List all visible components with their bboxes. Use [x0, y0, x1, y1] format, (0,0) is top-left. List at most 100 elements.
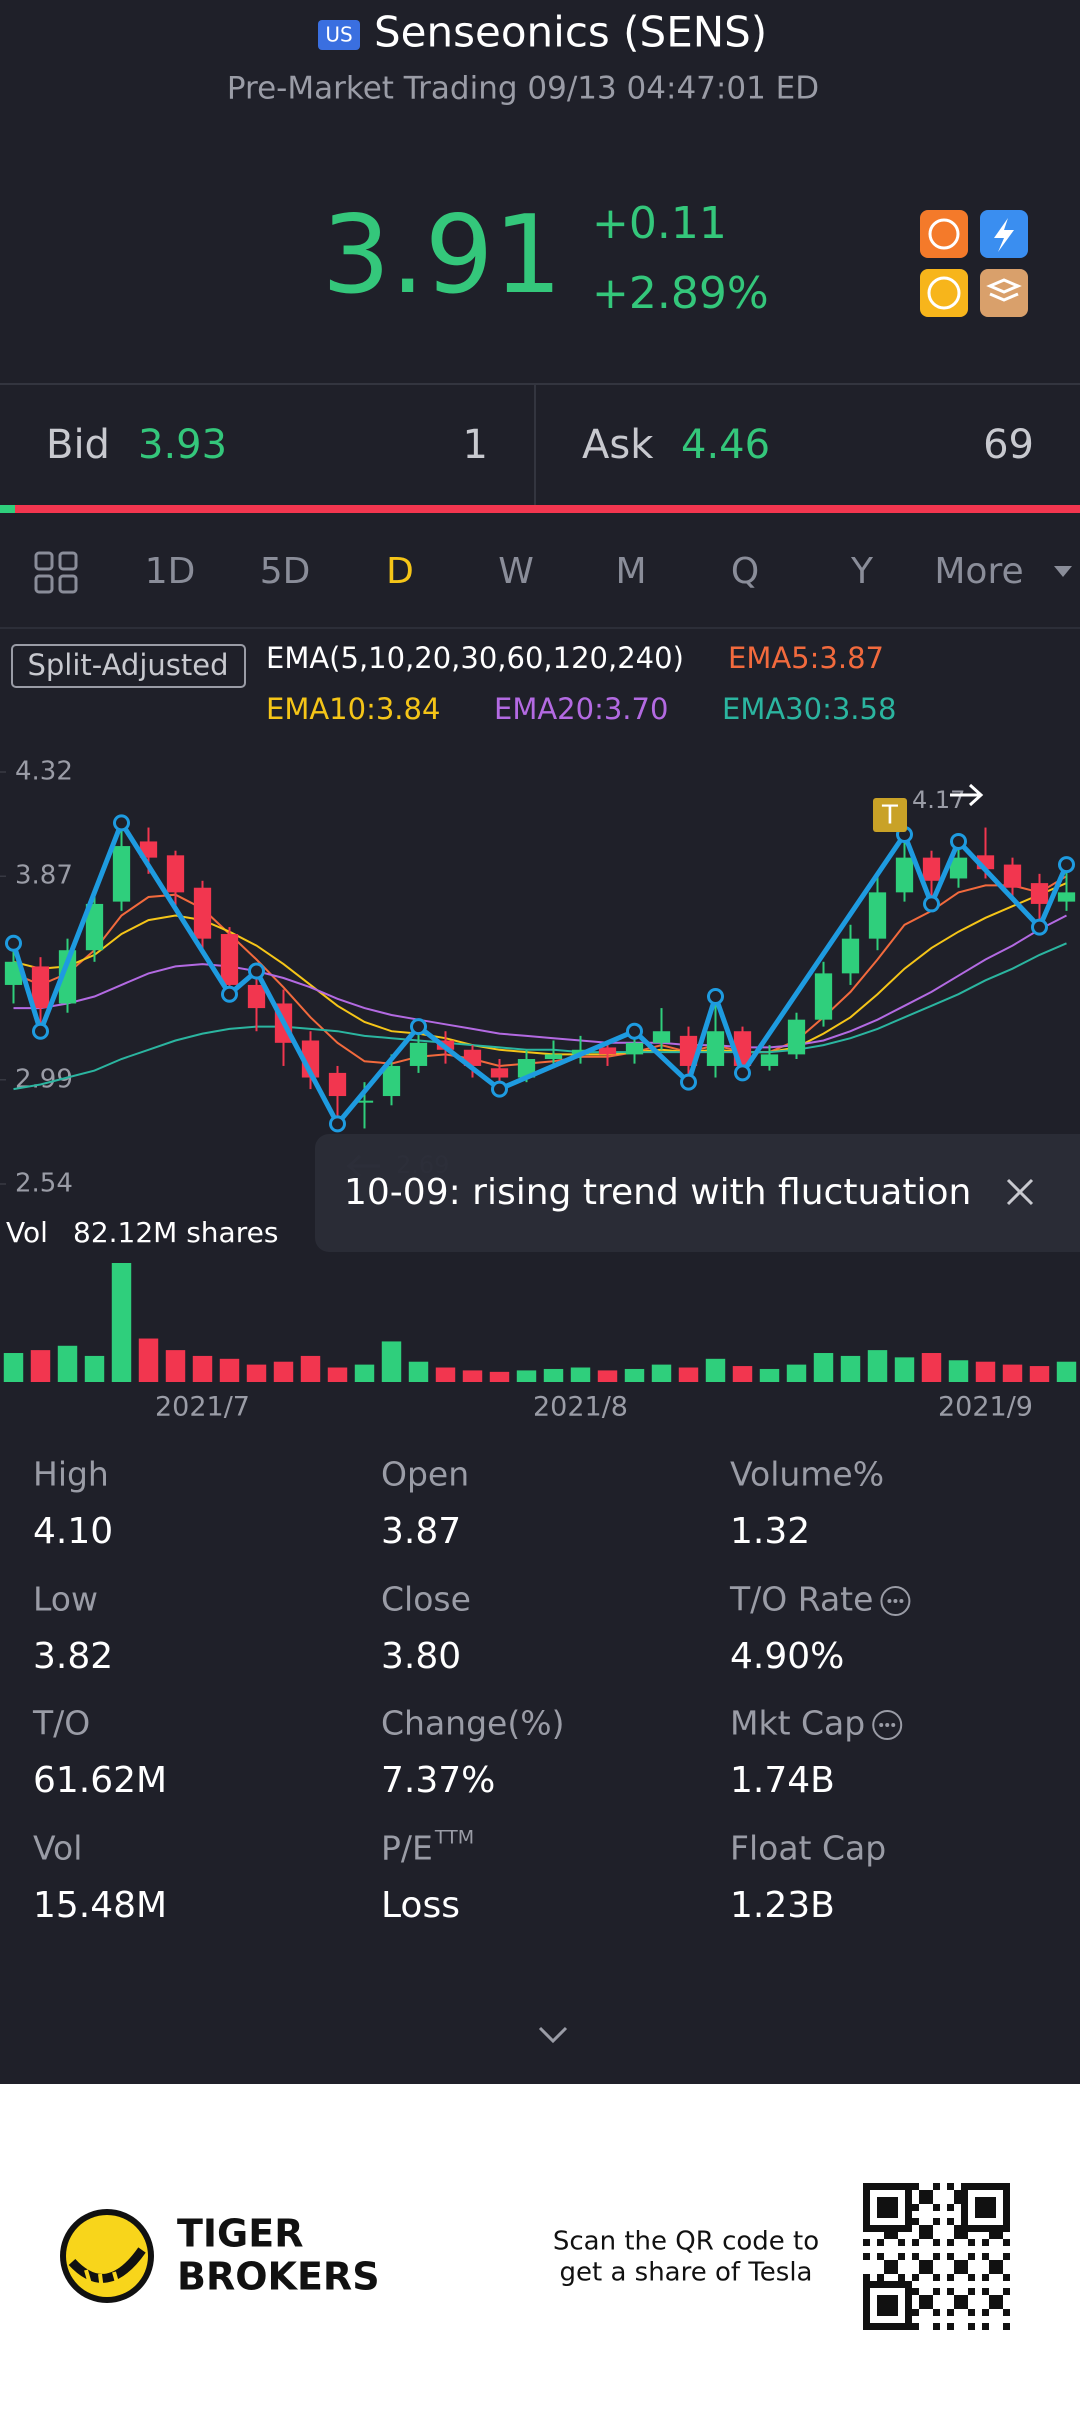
tooltip-close[interactable]	[1006, 1178, 1034, 1206]
qr-module	[891, 2197, 898, 2204]
qr-module	[884, 2302, 891, 2309]
split-badge-box[interactable]	[11, 644, 246, 688]
qr-module	[912, 2288, 919, 2295]
candle-body	[706, 1031, 725, 1066]
trend-point	[491, 1080, 508, 1098]
volume-bar	[597, 1370, 618, 1382]
qr-module	[968, 2239, 975, 2246]
candle-body	[220, 934, 239, 985]
info-icon[interactable]	[880, 1586, 911, 1616]
volume-bar	[975, 1361, 996, 1382]
qr-module	[1003, 2183, 1010, 2190]
candle-body	[139, 841, 158, 858]
period-tab[interactable]: W	[498, 551, 534, 592]
qr-module	[912, 2183, 919, 2190]
qr-module	[863, 2295, 870, 2302]
bid-ask-ratio-bar	[0, 505, 15, 513]
qr-module	[926, 2225, 933, 2232]
qr-module	[961, 2225, 968, 2232]
candle-body	[1003, 864, 1022, 888]
qr-module	[884, 2281, 891, 2288]
volume-bar	[678, 1367, 699, 1382]
legend-entry: EMA5:3.87	[728, 641, 884, 675]
qr-module	[863, 2288, 870, 2295]
icon[interactable]	[920, 269, 968, 317]
split-badge[interactable]: Split-Adjusted	[27, 648, 228, 682]
qr-module	[863, 2302, 870, 2309]
layout-icon-cell	[58, 574, 78, 594]
period-tab[interactable]: M	[615, 551, 646, 592]
candle-body	[31, 966, 50, 1009]
qr-module	[933, 2323, 940, 2330]
qr-module	[919, 2190, 926, 2197]
expand-chevron[interactable]	[538, 2026, 568, 2044]
info-icon-dot	[893, 1599, 898, 1603]
candle-body	[787, 1019, 806, 1055]
qr-module	[905, 2218, 912, 2225]
qr-module	[905, 2316, 912, 2323]
qr-module	[919, 2225, 926, 2232]
qr-module	[926, 2260, 933, 2267]
trend-point	[1058, 856, 1075, 874]
qr-module	[961, 2183, 968, 2190]
bid-label: Bid	[46, 422, 110, 468]
qr-module	[954, 2295, 961, 2302]
qr-module	[891, 2232, 898, 2239]
qr-module	[996, 2295, 1003, 2302]
qr-module	[877, 2309, 884, 2316]
icon-glyph	[994, 218, 1014, 252]
qr-module	[947, 2204, 954, 2211]
stat-label: T/O Rate	[729, 1580, 873, 1619]
qr-module	[884, 2309, 891, 2316]
qr-module	[961, 2204, 968, 2211]
qr-module	[912, 2218, 919, 2225]
qr-module	[898, 2183, 905, 2190]
qr-module	[905, 2281, 912, 2288]
period-tab[interactable]: 5D	[260, 551, 311, 592]
stat-label: P/E	[381, 1829, 433, 1868]
stat-label: High	[33, 1455, 109, 1494]
period-tab[interactable]: Q	[731, 551, 759, 592]
candle-body	[922, 857, 941, 881]
candle-body	[814, 973, 833, 1020]
trade-marker: T	[881, 801, 898, 831]
period-tab[interactable]: More	[934, 551, 1023, 592]
qr-module	[919, 2295, 926, 2302]
candle-body	[58, 950, 77, 1004]
qr-module	[933, 2253, 940, 2260]
candle-body	[247, 984, 266, 1009]
qr-module	[863, 2274, 870, 2281]
trend-point	[248, 962, 265, 980]
qr-module	[905, 2323, 912, 2330]
volume-bar	[192, 1355, 213, 1382]
layout-icon[interactable]	[34, 551, 78, 594]
qr-module	[989, 2211, 996, 2218]
qr-note: get a share of Tesla	[560, 2258, 813, 2288]
period-tab[interactable]: D	[386, 551, 414, 592]
qr-module	[905, 2302, 912, 2309]
qr-module	[1003, 2274, 1010, 2281]
more-arrow[interactable]	[1054, 566, 1072, 577]
feature-icons[interactable]	[920, 210, 1028, 317]
qr-module	[1003, 2323, 1010, 2330]
layout-icon-cell	[34, 574, 54, 594]
candle-body	[85, 903, 104, 951]
volume-max: 82.12M shares	[73, 1216, 278, 1249]
info-icon[interactable]	[872, 1710, 903, 1740]
legend-entry: EMA30:3.58	[722, 692, 896, 726]
qr-module	[982, 2309, 989, 2316]
qr-module	[863, 2253, 870, 2260]
period-tab[interactable]: 1D	[145, 551, 196, 592]
volume-bar	[57, 1345, 78, 1382]
qr-module	[996, 2260, 1003, 2267]
period-tab[interactable]: Y	[850, 551, 874, 592]
qr-module	[947, 2288, 954, 2295]
qr-module	[863, 2190, 870, 2197]
qr-module	[905, 2183, 912, 2190]
candle-body	[544, 1054, 563, 1060]
ema-line	[13, 875, 1068, 1068]
icon[interactable]	[920, 210, 968, 258]
qr-module	[926, 2190, 933, 2197]
volume-bar	[408, 1361, 429, 1382]
qr-module	[982, 2323, 989, 2330]
